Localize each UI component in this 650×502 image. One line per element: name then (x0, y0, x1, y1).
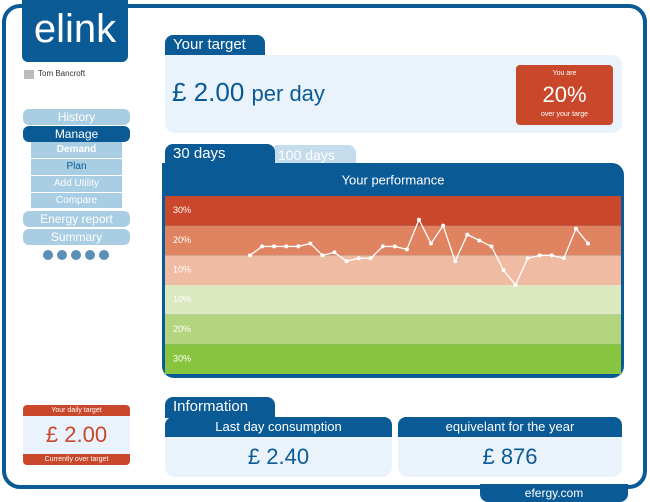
icon[interactable] (57, 250, 67, 260)
submenu: Demand Plan Add Utility Compare (31, 142, 122, 208)
performance-chart: Your performance 30% 20% 10% 10% 20% 30% (165, 172, 621, 374)
point (489, 244, 494, 249)
point (561, 256, 566, 261)
info-card-value: £ 876 (482, 444, 538, 469)
point (284, 244, 289, 249)
band-label: 20% (173, 324, 191, 334)
tab[interactable]: 100 days (270, 145, 356, 166)
band (165, 344, 621, 374)
point (368, 256, 373, 261)
badge-top: You are (552, 70, 577, 77)
nav-item[interactable]: History (23, 109, 130, 125)
nav-item[interactable]: Manage (23, 126, 130, 142)
band-label: 30% (173, 205, 191, 215)
point (417, 217, 421, 222)
point (501, 268, 506, 273)
point (477, 238, 482, 243)
info-card: Last day consumption £ 2.40 (165, 417, 392, 477)
band-label: 10% (173, 265, 191, 275)
band-label: 20% (173, 235, 191, 245)
tab[interactable]: 30 days (165, 144, 275, 166)
point (392, 244, 397, 249)
icon-row (43, 250, 109, 260)
point (586, 241, 590, 246)
point (332, 250, 337, 255)
point (453, 259, 458, 264)
nav-item[interactable]: Summary (23, 229, 130, 245)
info-card-value: £ 2.40 (247, 444, 310, 469)
point (429, 241, 434, 246)
logo[interactable]: elink (22, 0, 128, 62)
daily-target-title: Your daily target (23, 405, 130, 416)
point (537, 253, 542, 258)
user-name: Tom Bancroft (38, 69, 86, 78)
daily-target-value: £ 2.00 (45, 422, 108, 447)
target-amount: £ 2.00 (172, 77, 245, 107)
target-value: £ 2.00 per day (172, 77, 325, 108)
target-unit: per day (251, 81, 325, 106)
point (525, 256, 530, 261)
badge-bottom: over your targe (540, 111, 589, 118)
target-badge: You are 20% over your targe (516, 65, 613, 125)
point (296, 244, 301, 249)
point (549, 253, 554, 258)
daily-target-status: Currently over target (23, 454, 130, 465)
submenu-item[interactable]: Plan (31, 159, 122, 176)
icon[interactable] (71, 250, 81, 260)
point (404, 247, 409, 252)
point (573, 226, 578, 231)
submenu-item[interactable]: Add Utility (31, 176, 122, 193)
frame (2, 4, 647, 489)
band (165, 314, 621, 345)
footer[interactable]: efergy.com (480, 484, 628, 502)
point (308, 241, 313, 246)
submenu-item[interactable]: Demand (31, 142, 122, 159)
point (260, 244, 265, 249)
info-card-title: equivelant for the year (398, 417, 622, 437)
nav-item[interactable]: Energy report (23, 211, 130, 227)
information-title: Information (165, 397, 275, 418)
band (165, 225, 621, 256)
band (165, 285, 621, 315)
point (380, 244, 385, 249)
icon[interactable] (99, 250, 109, 260)
chart-title: Your performance (342, 172, 445, 187)
band (165, 255, 621, 285)
point (272, 244, 277, 249)
band-label: 30% (173, 354, 191, 364)
point (248, 253, 252, 258)
target-title: Your target (165, 35, 265, 56)
point (441, 223, 446, 228)
submenu-item[interactable]: Compare (55, 195, 98, 206)
icon[interactable] (85, 250, 95, 260)
point (356, 256, 361, 261)
badge-value: 20% (542, 82, 587, 107)
info-card-title: Last day consumption (165, 417, 392, 437)
user-icon (24, 70, 34, 79)
daily-target: Your daily target £ 2.00 Currently over … (23, 405, 130, 465)
point (513, 283, 518, 287)
info-card: equivelant for the year £ 876 (398, 417, 622, 477)
point (344, 259, 349, 264)
band (165, 196, 621, 226)
icon[interactable] (43, 250, 53, 260)
point (320, 253, 325, 258)
band-label: 10% (173, 294, 191, 304)
point (465, 232, 470, 237)
